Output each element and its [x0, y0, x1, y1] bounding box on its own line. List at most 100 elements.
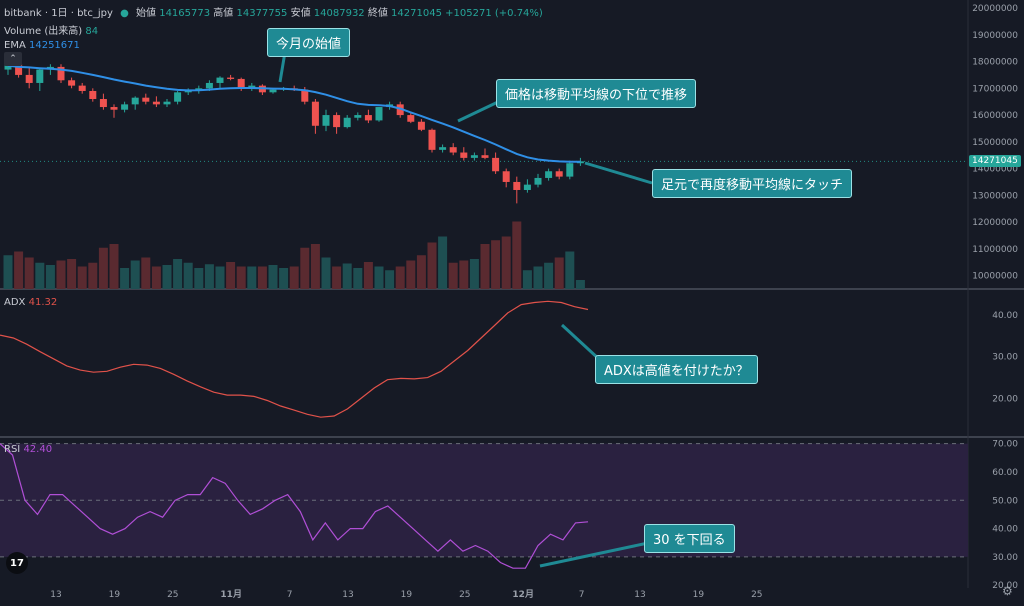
adx-value: 41.32 [28, 297, 58, 308]
candle-body [364, 115, 372, 121]
volume-bar [109, 244, 119, 289]
gear-icon[interactable]: ⚙ [1002, 584, 1013, 598]
price-tick-label: 16000000 [972, 111, 1018, 121]
annotation-pointer [539, 541, 649, 568]
candle-body [248, 85, 256, 89]
low-label: 安値 [290, 8, 311, 19]
annotation-pointer [457, 99, 501, 123]
candle-body [110, 107, 118, 110]
candle-body [354, 115, 362, 118]
annotation-rsi-below-30: 30 を下回る [644, 524, 735, 553]
volume-bar [427, 242, 437, 289]
volume-bar [3, 255, 13, 289]
candle-body [513, 181, 521, 190]
candle-body [428, 129, 436, 150]
volume-bar [24, 257, 34, 289]
rsi-tick-label: 30.00 [992, 553, 1018, 563]
volume-bar [469, 259, 479, 289]
volume-bar [247, 266, 257, 289]
high-value: 14377755 [236, 8, 288, 19]
price-tick-label: 17000000 [972, 84, 1018, 94]
price-tick-label: 12000000 [972, 218, 1018, 228]
candle-body [407, 115, 415, 122]
candle-body [343, 117, 351, 128]
volume-bar [565, 251, 575, 289]
x-tick-label: 13 [634, 590, 645, 600]
volume-bar [77, 266, 87, 289]
candle-body [417, 121, 425, 130]
volume-bar [67, 259, 77, 289]
volume-bar [120, 268, 130, 289]
chevron-up-icon[interactable]: ⌃ [4, 52, 22, 66]
candle-body [269, 89, 277, 93]
volume-bar [14, 251, 24, 289]
volume-bar [310, 244, 320, 289]
high-label: 高値 [213, 8, 234, 19]
volume-bar [204, 264, 214, 289]
tradingview-logo-icon[interactable]: 17 [6, 552, 28, 574]
volume-bar [279, 268, 289, 289]
adx-tick-label: 30.00 [992, 353, 1018, 363]
volume-label: Volume (出来高) [4, 26, 83, 37]
volume-bar [342, 263, 352, 289]
ema-label: EMA [4, 40, 26, 51]
candle-body [36, 69, 44, 83]
x-tick-label: 7 [579, 590, 585, 600]
candle-body [566, 163, 574, 177]
price-tick-label: 10000000 [972, 272, 1018, 282]
volume-bar [257, 266, 267, 289]
volume-bar [395, 266, 405, 289]
x-tick-label: 13 [342, 590, 353, 600]
candle-body [57, 66, 65, 81]
candle-body [15, 64, 23, 75]
candle-body [237, 78, 245, 89]
volume-bar [226, 262, 236, 289]
rsi-tick-label: 40.00 [992, 525, 1018, 535]
annotation-monthly-open: 今月の始値 [267, 28, 351, 57]
volume-bar [385, 270, 395, 289]
candle-body [534, 177, 542, 185]
x-tick-label: 7 [287, 590, 293, 600]
rsi-legend[interactable]: RSI 42.40 [4, 444, 52, 455]
candle-body [78, 85, 86, 91]
price-tick-label: 15000000 [972, 138, 1018, 148]
volume-bar [438, 236, 448, 289]
volume-bar [236, 266, 246, 289]
price-tick-label: 19000000 [972, 31, 1018, 41]
volume-bar [491, 240, 501, 289]
candle-body [333, 115, 341, 128]
volume-bar [544, 262, 554, 289]
candle-body [523, 184, 531, 190]
price-tick-label: 20000000 [972, 4, 1018, 14]
volume-bar [480, 244, 490, 289]
candle-body [68, 80, 76, 86]
volume-bar [575, 280, 585, 289]
volume-bar [448, 262, 458, 289]
candle-body [216, 77, 224, 83]
volume-bar [554, 257, 564, 289]
last-price-tag: 14271045 [969, 155, 1021, 167]
symbol-title[interactable]: bitbank · 1日 · btc_jpy [4, 8, 113, 19]
open-label: 始値 [136, 8, 157, 19]
candle-body [481, 155, 489, 158]
volume-bar [56, 260, 66, 289]
volume-bar [141, 257, 151, 289]
candle-body [205, 82, 213, 89]
adx-legend[interactable]: ADX 41.32 [4, 297, 57, 308]
candle-body [163, 101, 171, 105]
ema-legend[interactable]: EMA 14251671 [4, 40, 80, 51]
rsi-label: RSI [4, 444, 21, 455]
volume-legend[interactable]: Volume (出来高) 84 [4, 22, 98, 37]
candle-body [449, 147, 457, 153]
candle-body [121, 104, 129, 110]
price-tick-label: 13000000 [972, 191, 1018, 201]
ema-value: 14251671 [28, 40, 80, 51]
volume-bar [35, 262, 45, 289]
rsi-tick-label: 60.00 [992, 468, 1018, 478]
candle-body [460, 152, 468, 158]
adx-label: ADX [4, 297, 26, 308]
volume-bar [512, 221, 522, 289]
annotation-pointer [560, 323, 602, 362]
